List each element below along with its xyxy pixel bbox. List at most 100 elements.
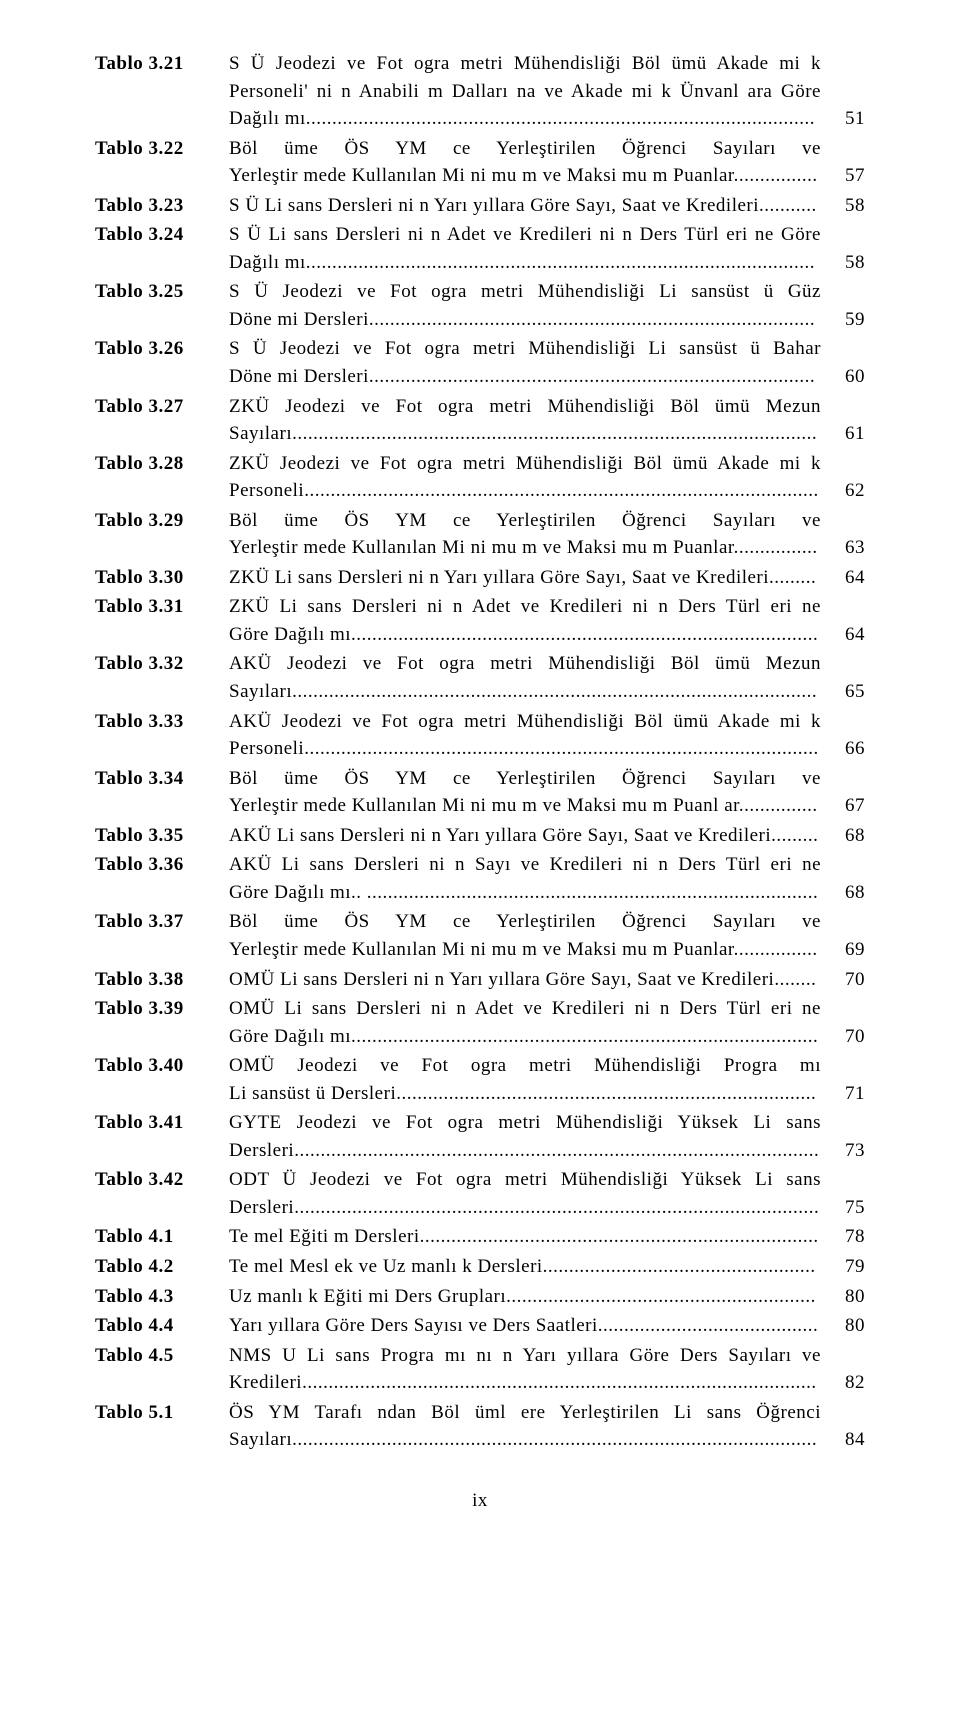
toc-description: AKÜ Li sans Dersleri ni n Yarı yıllara G… [229, 822, 821, 850]
toc-entry: Tablo 3.21S Ü Jeodezi ve Fot ogra metri … [95, 50, 865, 133]
toc-entry: Tablo 3.23S Ü Li sans Dersleri ni n Yarı… [95, 192, 865, 220]
toc-label: Tablo 3.25 [95, 278, 229, 306]
toc-text-line: OMÜ Jeodezi ve Fot ogra metri Mühendisli… [229, 1052, 821, 1080]
toc-entry: Tablo 4.5NMS U Li sans Progra mı nı n Ya… [95, 1342, 865, 1397]
toc-entry: Tablo 3.33AKÜ Jeodezi ve Fot ogra metri … [95, 708, 865, 763]
toc-text-line: AKÜ Jeodezi ve Fot ogra metri Mühendisli… [229, 708, 821, 736]
toc-leader-line: Te mel Eğiti m Dersleri.................… [229, 1223, 821, 1251]
toc-entry: Tablo 3.30ZKÜ Li sans Dersleri ni n Yarı… [95, 564, 865, 592]
toc-leader-line: Sayıları................................… [229, 1426, 821, 1454]
toc-text-line: AKÜ Jeodezi ve Fot ogra metri Mühendisli… [229, 650, 821, 678]
toc-entry: Tablo 5.1ÖS YM Tarafı ndan Böl üml ere Y… [95, 1399, 865, 1454]
toc-page-number: 66 [827, 735, 865, 763]
toc-page-number: 80 [827, 1312, 865, 1340]
toc-label: Tablo 3.36 [95, 851, 229, 879]
toc-leader-line: Uz manlı k Eğiti mi Ders Grupları.......… [229, 1283, 821, 1311]
toc-leader-line: AKÜ Li sans Dersleri ni n Yarı yıllara G… [229, 822, 821, 850]
toc-entry: Tablo 3.24S Ü Li sans Dersleri ni n Adet… [95, 221, 865, 276]
toc-entry: Tablo 3.25S Ü Jeodezi ve Fot ogra metri … [95, 278, 865, 333]
toc-text-line: S Ü Jeodezi ve Fot ogra metri Mühendisli… [229, 278, 821, 306]
toc-label: Tablo 3.33 [95, 708, 229, 736]
toc-leader-line: Sayıları................................… [229, 678, 821, 706]
toc-description: ZKÜ Jeodezi ve Fot ogra metri Mühendisli… [229, 450, 821, 505]
toc-label: Tablo 3.42 [95, 1166, 229, 1194]
toc-text-line: ZKÜ Jeodezi ve Fot ogra metri Mühendisli… [229, 393, 821, 421]
toc-description: ZKÜ Jeodezi ve Fot ogra metri Mühendisli… [229, 393, 821, 448]
toc-text-line: GYTE Jeodezi ve Fot ogra metri Mühendisl… [229, 1109, 821, 1137]
toc-entry: Tablo 3.28ZKÜ Jeodezi ve Fot ogra metri … [95, 450, 865, 505]
toc-entry: Tablo 3.35AKÜ Li sans Dersleri ni n Yarı… [95, 822, 865, 850]
toc-text-line: ÖS YM Tarafı ndan Böl üml ere Yerleştiri… [229, 1399, 821, 1427]
toc-text-line: ODT Ü Jeodezi ve Fot ogra metri Mühendis… [229, 1166, 821, 1194]
toc-label: Tablo 3.41 [95, 1109, 229, 1137]
toc-leader-line: Yarı yıllara Göre Ders Sayısı ve Ders Sa… [229, 1312, 821, 1340]
toc-label: Tablo 4.4 [95, 1312, 229, 1340]
toc-leader-line: Yerleştir mede Kullanılan Mi ni mu m ve … [229, 792, 821, 820]
toc-entry: Tablo 3.31ZKÜ Li sans Dersleri ni n Adet… [95, 593, 865, 648]
toc-page-number: 62 [827, 477, 865, 505]
toc-entry: Tablo 3.22Böl üme ÖS YM ce Yerleştirilen… [95, 135, 865, 190]
toc-page-number: 64 [827, 564, 865, 592]
toc-description: S Ü Li sans Dersleri ni n Yarı yıllara G… [229, 192, 821, 220]
toc-leader-line: Te mel Mesl ek ve Uz manlı k Dersleri...… [229, 1253, 821, 1281]
toc-leader-line: OMÜ Li sans Dersleri ni n Yarı yıllara G… [229, 966, 821, 994]
toc-entry: Tablo 4.2Te mel Mesl ek ve Uz manlı k De… [95, 1253, 865, 1281]
toc-entry: Tablo 3.39OMÜ Li sans Dersleri ni n Adet… [95, 995, 865, 1050]
toc-entry: Tablo 3.40OMÜ Jeodezi ve Fot ogra metri … [95, 1052, 865, 1107]
toc-label: Tablo 4.5 [95, 1342, 229, 1370]
toc-leader-line: Yerleştir mede Kullanılan Mi ni mu m ve … [229, 534, 821, 562]
toc-entry: Tablo 3.29Böl üme ÖS YM ce Yerleştirilen… [95, 507, 865, 562]
toc-leader-line: Göre Dağılı mı.. .......................… [229, 879, 821, 907]
toc-description: Böl üme ÖS YM ce Yerleştirilen Öğrenci S… [229, 908, 821, 963]
toc-label: Tablo 3.24 [95, 221, 229, 249]
toc-description: S Ü Li sans Dersleri ni n Adet ve Kredil… [229, 221, 821, 276]
toc-text-line: Personeli' ni n Anabili m Dalları na ve … [229, 78, 821, 106]
toc-entry: Tablo 3.26S Ü Jeodezi ve Fot ogra metri … [95, 335, 865, 390]
toc-text-line: OMÜ Li sans Dersleri ni n Adet ve Kredil… [229, 995, 821, 1023]
toc-leader-line: Döne mi Dersleri........................… [229, 363, 821, 391]
toc-leader-line: Döne mi Dersleri........................… [229, 306, 821, 334]
toc-description: Uz manlı k Eğiti mi Ders Grupları.......… [229, 1283, 821, 1311]
toc-page-number: 82 [827, 1369, 865, 1397]
toc-label: Tablo 3.38 [95, 966, 229, 994]
toc-leader-line: Li sansüst ü Dersleri...................… [229, 1080, 821, 1108]
toc-entry: Tablo 3.36AKÜ Li sans Dersleri ni n Sayı… [95, 851, 865, 906]
toc-leader-line: Dağılı mı...............................… [229, 249, 821, 277]
toc-page-number: 73 [827, 1137, 865, 1165]
toc-text-line: Böl üme ÖS YM ce Yerleştirilen Öğrenci S… [229, 908, 821, 936]
toc-label: Tablo 3.37 [95, 908, 229, 936]
toc-text-line: Böl üme ÖS YM ce Yerleştirilen Öğrenci S… [229, 135, 821, 163]
toc-entry: Tablo 4.1Te mel Eğiti m Dersleri........… [95, 1223, 865, 1251]
toc-label: Tablo 4.1 [95, 1223, 229, 1251]
toc-leader-line: Sayıları................................… [229, 420, 821, 448]
toc-description: AKÜ Jeodezi ve Fot ogra metri Mühendisli… [229, 708, 821, 763]
toc-leader-line: Göre Dağılı mı..........................… [229, 1023, 821, 1051]
toc-description: Te mel Eğiti m Dersleri.................… [229, 1223, 821, 1251]
toc-leader-line: ZKÜ Li sans Dersleri ni n Yarı yıllara G… [229, 564, 821, 592]
toc-label: Tablo 4.3 [95, 1283, 229, 1311]
toc-page-number: 70 [827, 966, 865, 994]
toc-leader-line: Personeli...............................… [229, 477, 821, 505]
toc-leader-line: Dağılı mı...............................… [229, 105, 821, 133]
toc-page-number: 79 [827, 1253, 865, 1281]
toc-description: ODT Ü Jeodezi ve Fot ogra metri Mühendis… [229, 1166, 821, 1221]
toc-page-number: 69 [827, 936, 865, 964]
toc-entry: Tablo 3.32AKÜ Jeodezi ve Fot ogra metri … [95, 650, 865, 705]
toc-description: Yarı yıllara Göre Ders Sayısı ve Ders Sa… [229, 1312, 821, 1340]
toc-leader-line: Kredileri...............................… [229, 1369, 821, 1397]
toc-entry: Tablo 3.41GYTE Jeodezi ve Fot ogra metri… [95, 1109, 865, 1164]
toc-description: ÖS YM Tarafı ndan Böl üml ere Yerleştiri… [229, 1399, 821, 1454]
toc-page-number: 78 [827, 1223, 865, 1251]
toc-entry: Tablo 3.38OMÜ Li sans Dersleri ni n Yarı… [95, 966, 865, 994]
toc-page-number: 61 [827, 420, 865, 448]
toc-text-line: ZKÜ Li sans Dersleri ni n Adet ve Kredil… [229, 593, 821, 621]
toc-page-number: 59 [827, 306, 865, 334]
toc-entry: Tablo 3.27ZKÜ Jeodezi ve Fot ogra metri … [95, 393, 865, 448]
toc-entry: Tablo 3.42ODT Ü Jeodezi ve Fot ogra metr… [95, 1166, 865, 1221]
toc-entry: Tablo 4.3Uz manlı k Eğiti mi Ders Grupla… [95, 1283, 865, 1311]
toc-page-number: 58 [827, 192, 865, 220]
toc-description: GYTE Jeodezi ve Fot ogra metri Mühendisl… [229, 1109, 821, 1164]
toc-text-line: AKÜ Li sans Dersleri ni n Sayı ve Kredil… [229, 851, 821, 879]
toc-label: Tablo 3.32 [95, 650, 229, 678]
toc-page-number: 51 [827, 105, 865, 133]
